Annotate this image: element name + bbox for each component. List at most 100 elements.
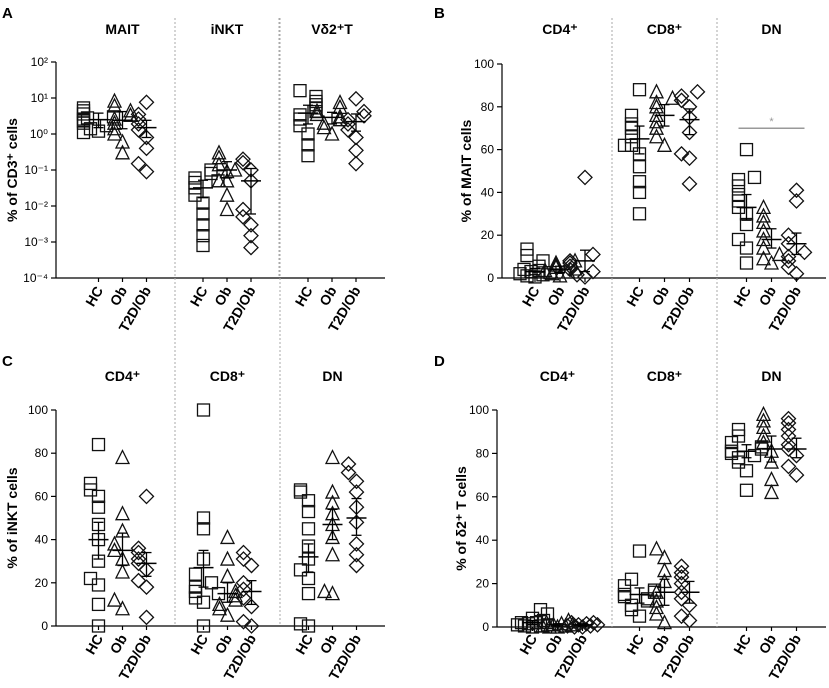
data-point-triangle xyxy=(656,136,673,152)
x-tick-label: Ob xyxy=(212,632,236,657)
x-tick-label: HC xyxy=(187,632,211,658)
x-tick-label: HC xyxy=(82,284,106,310)
data-point-diamond xyxy=(348,557,365,574)
data-point-square xyxy=(91,597,106,612)
data-point-square xyxy=(513,267,527,281)
data-point-diamond xyxy=(138,579,155,596)
data-point-square xyxy=(196,403,211,417)
data-point-diamond xyxy=(235,613,252,630)
data-point-triangle xyxy=(332,98,348,114)
data-point-square xyxy=(624,598,639,612)
group-title: CD8⁺ xyxy=(647,21,682,37)
data-point-diamond xyxy=(788,467,805,484)
data-point-diamond xyxy=(348,546,365,563)
data-point-triangle xyxy=(309,102,325,118)
data-point-diamond xyxy=(673,564,690,581)
data-point-diamond xyxy=(138,488,155,505)
data-point-triangle xyxy=(332,108,348,124)
data-point-diamond xyxy=(348,142,364,159)
data-point-square xyxy=(196,511,211,525)
data-point-diamond xyxy=(780,235,797,252)
y-tick-label: 80 xyxy=(476,446,490,460)
data-point-diamond xyxy=(689,83,706,100)
data-point-square xyxy=(293,108,307,122)
data-point-square xyxy=(301,619,316,633)
data-point-diamond xyxy=(780,227,797,244)
panel-letter: B xyxy=(434,5,445,22)
x-tick-label: Ob xyxy=(649,284,673,309)
data-point-square xyxy=(301,504,316,519)
data-point-diamond xyxy=(138,94,155,111)
data-point-triangle xyxy=(211,172,227,188)
data-point-square xyxy=(83,571,98,586)
x-tick-label: HC xyxy=(730,632,754,658)
data-point-diamond xyxy=(780,259,797,276)
data-point-triangle xyxy=(316,582,333,599)
series-T2D/Ob: T2D/Ob xyxy=(220,151,261,335)
y-tick-label: 60 xyxy=(35,489,49,503)
x-tick-label: Ob xyxy=(107,632,131,657)
data-point-triangle xyxy=(332,111,348,127)
data-point-triangle xyxy=(648,592,665,608)
data-point-square xyxy=(80,111,95,125)
data-point-diamond xyxy=(577,169,593,186)
data-point-square xyxy=(188,188,202,202)
data-point-square xyxy=(739,241,754,255)
data-point-square xyxy=(739,142,754,157)
data-point-square xyxy=(309,89,323,104)
data-point-triangle xyxy=(211,600,228,616)
data-point-square xyxy=(617,138,632,152)
series-Ob: Ob xyxy=(309,94,348,309)
data-point-triangle xyxy=(122,102,139,118)
y-tick-label: 100 xyxy=(28,403,48,417)
y-tick-label: 10⁻³ xyxy=(24,235,48,249)
group-title: iNKT xyxy=(211,21,244,37)
data-point-diamond xyxy=(348,90,364,107)
x-tick-label: HC xyxy=(82,632,106,658)
data-point-square xyxy=(293,84,307,98)
data-point-triangle xyxy=(122,106,139,122)
y-tick-label: 10² xyxy=(31,55,48,69)
data-point-diamond xyxy=(673,584,690,601)
data-point-triangle xyxy=(114,600,131,616)
data-point-diamond xyxy=(673,145,690,162)
group-title: CD4⁺ xyxy=(105,368,140,384)
series-HC: HC xyxy=(187,403,226,658)
y-tick-label: 10¹ xyxy=(31,91,48,105)
data-point-triangle xyxy=(219,201,235,217)
data-point-diamond xyxy=(681,612,698,629)
y-tick-label: 40 xyxy=(476,533,490,547)
data-point-triangle xyxy=(763,484,780,500)
data-point-square xyxy=(533,602,548,617)
series-Ob: Ob xyxy=(211,528,244,657)
data-point-square xyxy=(739,256,754,270)
data-point-square xyxy=(204,576,219,590)
data-point-diamond xyxy=(130,121,147,138)
data-point-square xyxy=(624,572,639,586)
y-tick-label: 80 xyxy=(35,446,49,460)
y-tick-label: 20 xyxy=(481,228,495,242)
data-point-diamond xyxy=(562,261,578,278)
data-point-triangle xyxy=(309,105,325,122)
data-point-diamond xyxy=(138,140,155,157)
data-point-square xyxy=(540,607,555,621)
x-tick-label: HC xyxy=(187,284,211,310)
data-point-square xyxy=(624,108,639,123)
data-point-square xyxy=(301,138,315,152)
y-tick-label: 20 xyxy=(476,577,490,591)
data-point-square xyxy=(301,127,315,141)
data-point-triangle xyxy=(755,222,772,238)
data-point-square xyxy=(731,232,746,247)
series-Ob: Ob xyxy=(649,83,681,309)
data-point-diamond xyxy=(243,557,260,574)
y-tick-label: 10⁻¹ xyxy=(24,163,48,177)
data-point-square xyxy=(301,571,316,586)
data-point-triangle xyxy=(114,144,131,160)
x-tick-label: Ob xyxy=(316,284,340,309)
data-point-triangle xyxy=(755,405,772,421)
x-tick-label: Ob xyxy=(107,284,131,309)
